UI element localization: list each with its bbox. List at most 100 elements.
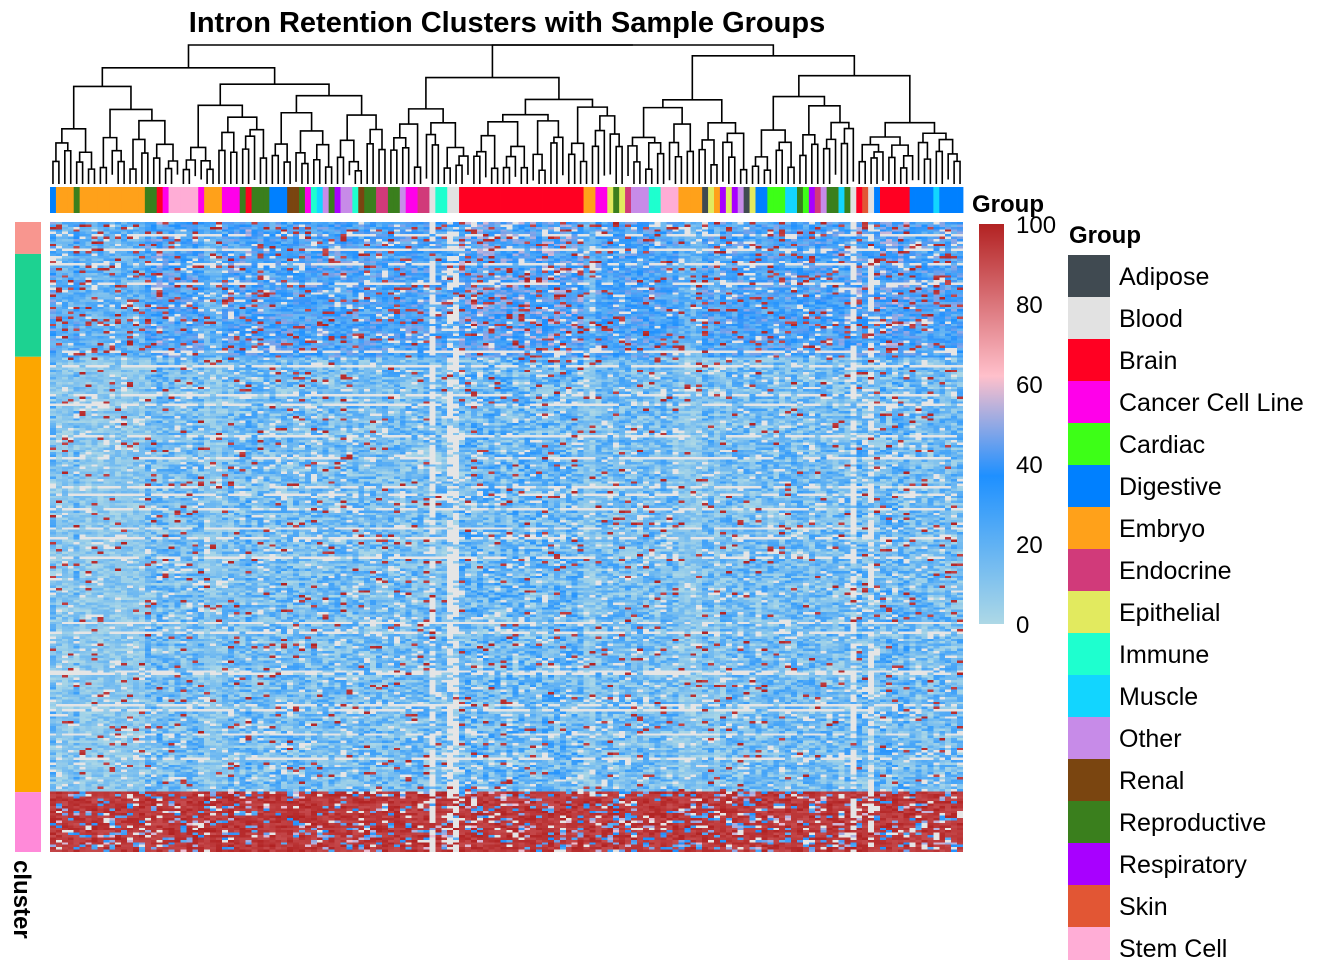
group-annotation-cell xyxy=(951,187,958,213)
group-annotation-cell xyxy=(636,187,644,213)
legend-swatch xyxy=(1068,801,1110,843)
group-annotation-cell xyxy=(672,187,679,213)
group-annotation-cell xyxy=(642,187,650,213)
dendrogram-branch xyxy=(673,123,692,152)
group-annotation-cell xyxy=(269,187,276,213)
dendrogram-branch xyxy=(775,149,783,184)
group-annotation-cell xyxy=(891,187,899,213)
dendrogram-branch xyxy=(249,128,265,159)
dendrogram-branch xyxy=(615,145,623,184)
dendrogram-branch xyxy=(190,146,207,161)
legend-swatch xyxy=(1068,465,1110,507)
group-annotation-cell xyxy=(767,187,774,213)
legend-label: Cardiac xyxy=(1119,431,1205,459)
group-annotation-cell xyxy=(168,187,175,213)
group-annotation-cell xyxy=(417,187,424,213)
group-annotation-cell xyxy=(939,187,946,213)
dendrogram-branch xyxy=(647,142,662,170)
dendrogram-branch xyxy=(579,160,588,184)
colorbar: 0 20 40 60 80 100 xyxy=(979,212,1056,639)
group-annotation-cell xyxy=(832,187,839,213)
dendrogram-branch xyxy=(656,152,665,184)
dendrogram-branch xyxy=(336,156,345,184)
group-annotation-cell xyxy=(725,187,733,213)
group-annotation-cell xyxy=(121,187,128,213)
dendrogram-branch xyxy=(455,164,463,184)
legend-label: Reproductive xyxy=(1119,809,1266,837)
dendrogram-branch xyxy=(369,128,383,150)
colorbar-tick-label: 20 xyxy=(1016,532,1043,559)
dendrogram-branch xyxy=(645,168,653,184)
dendrogram-branch xyxy=(197,104,244,148)
group-annotation-cell xyxy=(138,187,146,213)
row-cluster-annotation xyxy=(15,222,41,852)
colorbar-tick-label: 0 xyxy=(1016,612,1029,639)
dendrogram-branch xyxy=(117,160,125,184)
dendrogram-branch xyxy=(72,85,132,129)
group-annotation-cell xyxy=(903,187,911,213)
dendrogram-branch xyxy=(772,95,826,131)
legend-swatch xyxy=(1068,423,1110,465)
group-annotation-cell xyxy=(67,187,75,213)
group-annotation-cell xyxy=(441,187,448,213)
legend-swatch xyxy=(1068,507,1110,549)
dendrogram-branch xyxy=(75,161,84,184)
dendrogram-branch xyxy=(631,136,656,146)
dendrogram-branch xyxy=(922,132,947,143)
dendrogram-branch xyxy=(295,151,306,182)
dendrogram-branch xyxy=(259,157,268,184)
group-annotation-cell xyxy=(281,187,288,213)
dendrogram-branch xyxy=(869,136,901,146)
group-annotation-cell xyxy=(257,187,264,213)
dendrogram-branch xyxy=(241,148,250,184)
legend-label: Epithelial xyxy=(1119,599,1220,627)
group-annotation-cell xyxy=(571,187,579,213)
dendrogram-branch xyxy=(811,143,819,184)
group-annotation-cell xyxy=(299,187,306,213)
dendrogram-branch xyxy=(787,166,795,184)
dendrogram-branch xyxy=(443,167,451,184)
cluster-annotation-segment xyxy=(15,253,41,357)
dendrogram-branch xyxy=(751,165,760,184)
group-annotation-cell xyxy=(660,187,667,213)
dendrogram-branch xyxy=(378,148,386,184)
dendrogram-branch xyxy=(111,149,122,175)
dendrogram-branch xyxy=(760,129,786,157)
dendrogram-branch xyxy=(726,132,745,170)
group-annotation-cell xyxy=(103,187,110,213)
group-annotation-cell xyxy=(797,187,804,213)
dendrogram-branch xyxy=(182,168,191,184)
dendrogram-branch xyxy=(536,120,560,155)
group-annotation-cell xyxy=(583,187,590,213)
group-annotation-cell xyxy=(755,187,762,213)
dendrogram-branch xyxy=(627,145,638,177)
group-annotation-cell xyxy=(162,187,169,213)
dendrogram-branch xyxy=(825,138,837,175)
legend-swatch xyxy=(1068,339,1110,381)
group-annotation-cell xyxy=(548,187,555,213)
colorbar-tick-label: 40 xyxy=(1016,452,1043,479)
legend-swatch xyxy=(1068,255,1110,297)
group-annotation-cell xyxy=(773,187,780,213)
legend-swatch xyxy=(1068,381,1110,423)
dendrogram-branch xyxy=(230,151,238,184)
dendrogram-branch xyxy=(155,143,174,161)
group-annotation-cell xyxy=(251,187,258,213)
group-annotation-cell xyxy=(447,187,454,213)
group-annotation-cell xyxy=(820,187,828,213)
group-annotation-cell xyxy=(488,187,496,213)
group-annotation-cell xyxy=(453,187,460,213)
group-annotation-cell xyxy=(310,187,318,213)
group-annotation-cell xyxy=(559,187,567,213)
group-annotation-cell xyxy=(885,187,893,213)
dendrogram-branch xyxy=(339,139,355,162)
group-annotation-cell xyxy=(844,187,851,213)
group-annotation-cell xyxy=(429,187,436,213)
group-annotation-cell xyxy=(684,187,691,213)
dendrogram-branch xyxy=(576,106,609,144)
dendrogram-branch xyxy=(691,54,856,100)
heatmap-cells xyxy=(50,222,963,852)
dendrogram-branch xyxy=(642,106,683,138)
legend-swatch xyxy=(1068,297,1110,339)
dendrogram-branch xyxy=(754,156,769,171)
